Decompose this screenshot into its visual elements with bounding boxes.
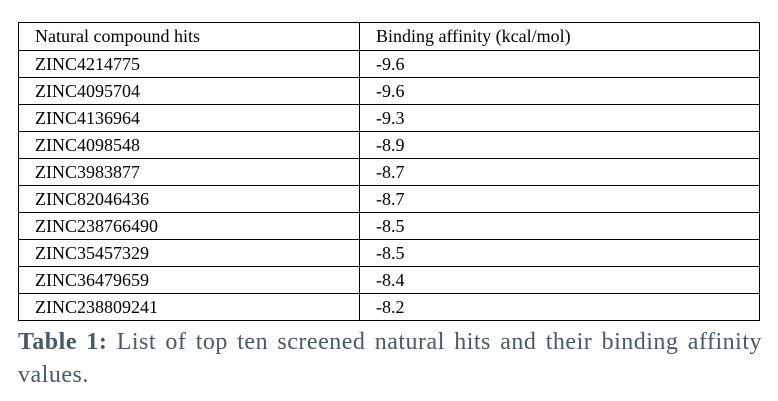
table-row: ZINC4098548 -8.9 (18, 131, 760, 159)
header-cell: Natural compound hits (18, 22, 360, 51)
table-row: ZINC82046436 -8.7 (18, 185, 760, 213)
affinity-cell: -9.6 (359, 50, 760, 78)
affinity-cell: -8.7 (359, 158, 760, 186)
table-row: ZINC36479659 -8.4 (18, 266, 760, 294)
table-row: ZINC35457329 -8.5 (18, 239, 760, 267)
affinity-cell: -8.5 (359, 212, 760, 240)
table-row: ZINC238766490 -8.5 (18, 212, 760, 240)
table-row: ZINC4214775 -9.6 (18, 50, 760, 78)
affinity-cell: -8.2 (359, 293, 760, 321)
table-row: ZINC238809241 -8.2 (18, 293, 760, 321)
data-table: Natural compound hits Binding affinity (… (18, 22, 760, 321)
compound-cell: ZINC4098548 (18, 131, 360, 159)
affinity-cell: -9.6 (359, 77, 760, 105)
caption-label: Table 1: (18, 329, 108, 355)
compound-cell: ZINC4136964 (18, 104, 360, 132)
header-cell: Binding affinity (kcal/mol) (359, 22, 760, 51)
affinity-cell: -8.7 (359, 185, 760, 213)
compound-cell: ZINC36479659 (18, 266, 360, 294)
affinity-cell: -8.9 (359, 131, 760, 159)
compound-cell: ZINC35457329 (18, 239, 360, 267)
compound-cell: ZINC4214775 (18, 50, 360, 78)
compound-cell: ZINC3983877 (18, 158, 360, 186)
table-row: ZINC4095704 -9.6 (18, 77, 760, 105)
compound-cell: ZINC82046436 (18, 185, 360, 213)
caption: Table 1: List of top ten screened natura… (18, 326, 762, 392)
compound-cell: ZINC4095704 (18, 77, 360, 105)
caption-text: List of top ten screened natural hits an… (18, 329, 762, 388)
affinity-cell: -9.3 (359, 104, 760, 132)
compound-cell: ZINC238809241 (18, 293, 360, 321)
compound-cell: ZINC238766490 (18, 212, 360, 240)
table-row: ZINC3983877 -8.7 (18, 158, 760, 186)
table-row: ZINC4136964 -9.3 (18, 104, 760, 132)
affinity-cell: -8.5 (359, 239, 760, 267)
header-row: Natural compound hits Binding affinity (… (18, 22, 760, 51)
affinity-cell: -8.4 (359, 266, 760, 294)
